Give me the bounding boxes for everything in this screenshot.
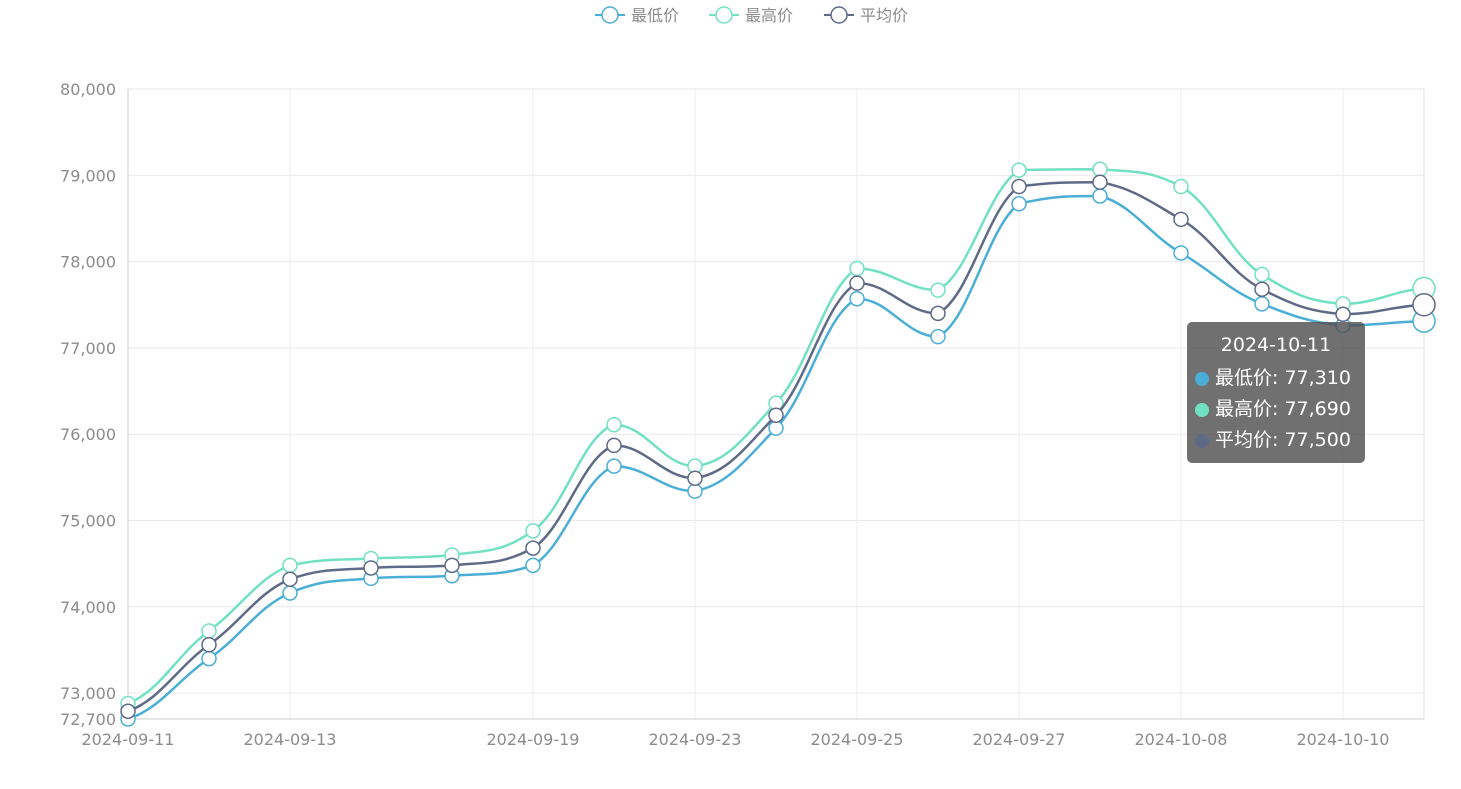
point-max-10[interactable] [930,282,946,298]
point-avg-14[interactable] [1254,281,1270,297]
point-avg-12[interactable] [1092,174,1108,190]
point-max-6[interactable] [606,416,622,433]
tooltip-row-avg: 平均价: 77,500 [1195,425,1357,456]
point-avg-2[interactable] [282,571,298,587]
point-avg-15[interactable] [1335,306,1351,322]
x-tick-label-4: 2024-09-25 [811,730,904,749]
point-avg-16[interactable] [1412,293,1436,317]
legend[interactable]: 最低价 最高价 平均价 [595,6,908,25]
point-max-9[interactable] [849,260,865,277]
point-max-12[interactable] [1092,161,1108,178]
point-min-8[interactable] [768,420,784,436]
tooltip-dot-max [1195,402,1209,417]
tooltip-label-avg: 平均价: 77,500 [1215,429,1351,451]
point-max-14[interactable] [1254,266,1270,283]
tooltip-label-min: 最低价: 77,310 [1215,367,1351,389]
point-max-13[interactable] [1173,178,1189,195]
tooltip-row-min: 最低价: 77,310 [1195,363,1357,394]
tooltip: 2024-10-11 最低价: 77,310 最高价: 77,690 平均价: … [1187,322,1365,463]
x-tick-label-1: 2024-09-13 [244,730,337,749]
x-tick-label-7: 2024-10-10 [1297,730,1390,749]
legend-item-avg[interactable]: 平均价 [824,6,908,25]
legend-marker-max [715,6,733,24]
point-max-5[interactable] [525,523,541,539]
y-tick-label-5: 77,000 [60,339,116,358]
point-min-5[interactable] [525,557,541,574]
tooltip-title: 2024-10-11 [1220,334,1332,356]
legend-marker-min [601,6,619,24]
x-tick-label-6: 2024-10-08 [1135,730,1228,749]
point-avg-7[interactable] [687,470,703,486]
y-tick-label-0: 72,700 [60,710,116,729]
legend-label-max: 最高价 [745,6,793,25]
point-avg-13[interactable] [1173,211,1189,228]
point-avg-6[interactable] [606,437,622,454]
y-tick-label-8: 80,000 [60,80,116,99]
x-tick-label-5: 2024-09-27 [973,730,1066,749]
y-tick-label-6: 78,000 [60,253,116,272]
tooltip-label-max: 最高价: 77,690 [1215,398,1351,420]
legend-label-min: 最低价 [631,6,679,25]
series-lines [120,161,1436,727]
point-avg-11[interactable] [1011,178,1027,195]
y-tick-label-1: 73,000 [60,684,116,703]
tooltip-row-max: 最高价: 77,690 [1195,394,1357,425]
point-avg-4[interactable] [444,557,460,574]
point-avg-1[interactable] [201,637,217,653]
point-max-1[interactable] [201,623,217,639]
y-tick-label-4: 76,000 [60,425,116,444]
tooltip-dot-avg [1195,433,1209,448]
point-avg-5[interactable] [525,540,541,556]
grid [128,88,1425,719]
point-avg-10[interactable] [930,305,946,322]
y-tick-label-2: 74,000 [60,598,116,617]
point-min-14[interactable] [1254,296,1270,312]
y-tick-label-7: 79,000 [60,166,116,185]
point-min-11[interactable] [1011,196,1027,212]
point-max-2[interactable] [282,557,298,574]
legend-marker-avg [830,6,848,24]
point-min-13[interactable] [1173,245,1189,261]
point-min-7[interactable] [687,483,703,499]
point-min-2[interactable] [282,585,298,601]
point-avg-9[interactable] [849,275,865,291]
axes: 72,700 73,000 74,000 75,000 76,000 77,000 78,0… [60,80,1424,749]
point-max-11[interactable] [1011,162,1027,178]
series-avg [120,174,1436,719]
point-min-9[interactable] [849,290,865,307]
legend-label-avg: 平均价 [860,6,908,25]
point-min-10[interactable] [930,328,946,345]
point-min-6[interactable] [606,458,622,474]
point-min-12[interactable] [1092,188,1108,204]
y-tick-label-3: 75,000 [60,512,116,531]
point-min-1[interactable] [201,650,217,667]
x-tick-label-2: 2024-09-19 [487,730,580,749]
point-avg-0[interactable] [120,703,136,719]
x-tick-label-3: 2024-09-23 [649,730,742,749]
x-tick-label-0: 2024-09-11 [82,730,175,749]
point-avg-3[interactable] [363,560,379,576]
tooltip-dot-min [1195,371,1209,386]
point-avg-8[interactable] [768,407,784,423]
legend-item-min[interactable]: 最低价 [595,6,679,25]
legend-item-max[interactable]: 最高价 [709,6,793,25]
